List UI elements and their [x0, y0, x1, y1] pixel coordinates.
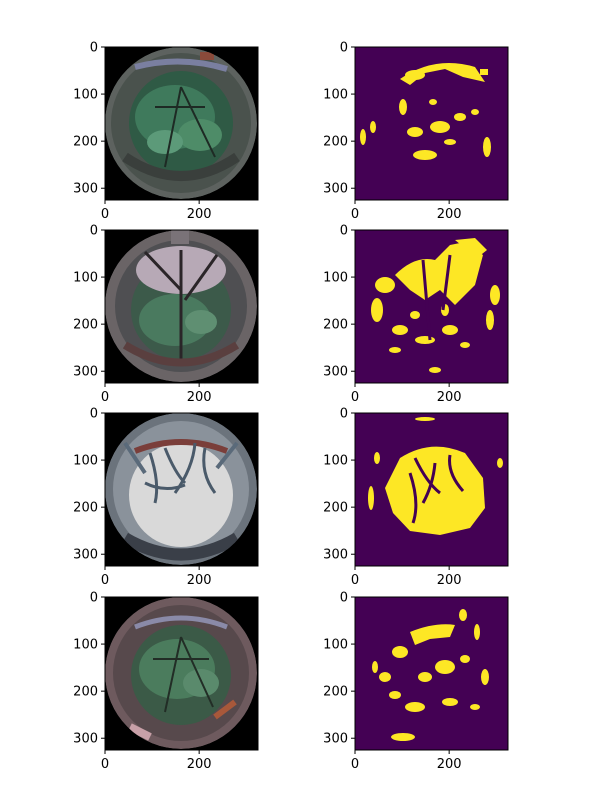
x-tick-label: 200 — [187, 390, 212, 405]
x-tick-label: 200 — [437, 390, 462, 405]
panel-photo-3 — [104, 412, 259, 567]
y-tick-label: 0 — [340, 224, 348, 239]
y-tick-label: 0 — [90, 41, 98, 56]
y-tick-label: 100 — [323, 454, 348, 469]
panel-mask-4 — [354, 596, 509, 751]
y-tick-label: 200 — [323, 685, 348, 700]
y-tick-label: 100 — [323, 638, 348, 653]
panel-photo-1 — [104, 46, 259, 201]
y-tick-label: 200 — [323, 318, 348, 333]
y-tick-label: 200 — [73, 135, 98, 150]
panel-photo-4 — [104, 596, 259, 751]
y-tick-label: 0 — [340, 591, 348, 606]
x-tick-label: 200 — [187, 757, 212, 772]
y-tick-label: 0 — [90, 591, 98, 606]
y-tick-label: 100 — [323, 271, 348, 286]
y-tick-label: 300 — [323, 548, 348, 563]
x-tick-label: 200 — [437, 573, 462, 588]
x-tick-label: 200 — [437, 207, 462, 222]
x-tick-label: 0 — [101, 573, 109, 588]
x-tick-label: 200 — [187, 573, 212, 588]
y-tick-label: 100 — [73, 271, 98, 286]
y-tick-label: 100 — [73, 638, 98, 653]
y-tick-label: 300 — [323, 365, 348, 380]
x-tick-label: 0 — [101, 757, 109, 772]
panel-mask-3 — [354, 412, 509, 567]
y-tick-label: 0 — [340, 41, 348, 56]
y-tick-label: 100 — [73, 88, 98, 103]
y-tick-label: 200 — [323, 501, 348, 516]
x-tick-label: 200 — [437, 757, 462, 772]
y-tick-label: 300 — [323, 182, 348, 197]
y-tick-label: 300 — [73, 732, 98, 747]
y-tick-label: 0 — [90, 407, 98, 422]
x-tick-label: 200 — [187, 207, 212, 222]
y-tick-label: 0 — [340, 407, 348, 422]
y-tick-label: 100 — [73, 454, 98, 469]
y-tick-label: 300 — [73, 182, 98, 197]
panel-photo-2 — [104, 229, 259, 384]
y-tick-label: 200 — [73, 501, 98, 516]
y-tick-label: 200 — [73, 318, 98, 333]
panel-mask-1 — [354, 46, 509, 201]
y-tick-label: 200 — [73, 685, 98, 700]
x-tick-label: 0 — [351, 390, 359, 405]
x-tick-label: 0 — [101, 390, 109, 405]
panel-mask-2 — [354, 229, 509, 384]
x-tick-label: 0 — [351, 573, 359, 588]
x-tick-label: 0 — [351, 757, 359, 772]
y-tick-label: 0 — [90, 224, 98, 239]
y-tick-label: 300 — [73, 548, 98, 563]
y-tick-label: 300 — [323, 732, 348, 747]
x-tick-label: 0 — [101, 207, 109, 222]
y-tick-label: 200 — [323, 135, 348, 150]
x-tick-label: 0 — [351, 207, 359, 222]
y-tick-label: 100 — [323, 88, 348, 103]
y-tick-label: 300 — [73, 365, 98, 380]
